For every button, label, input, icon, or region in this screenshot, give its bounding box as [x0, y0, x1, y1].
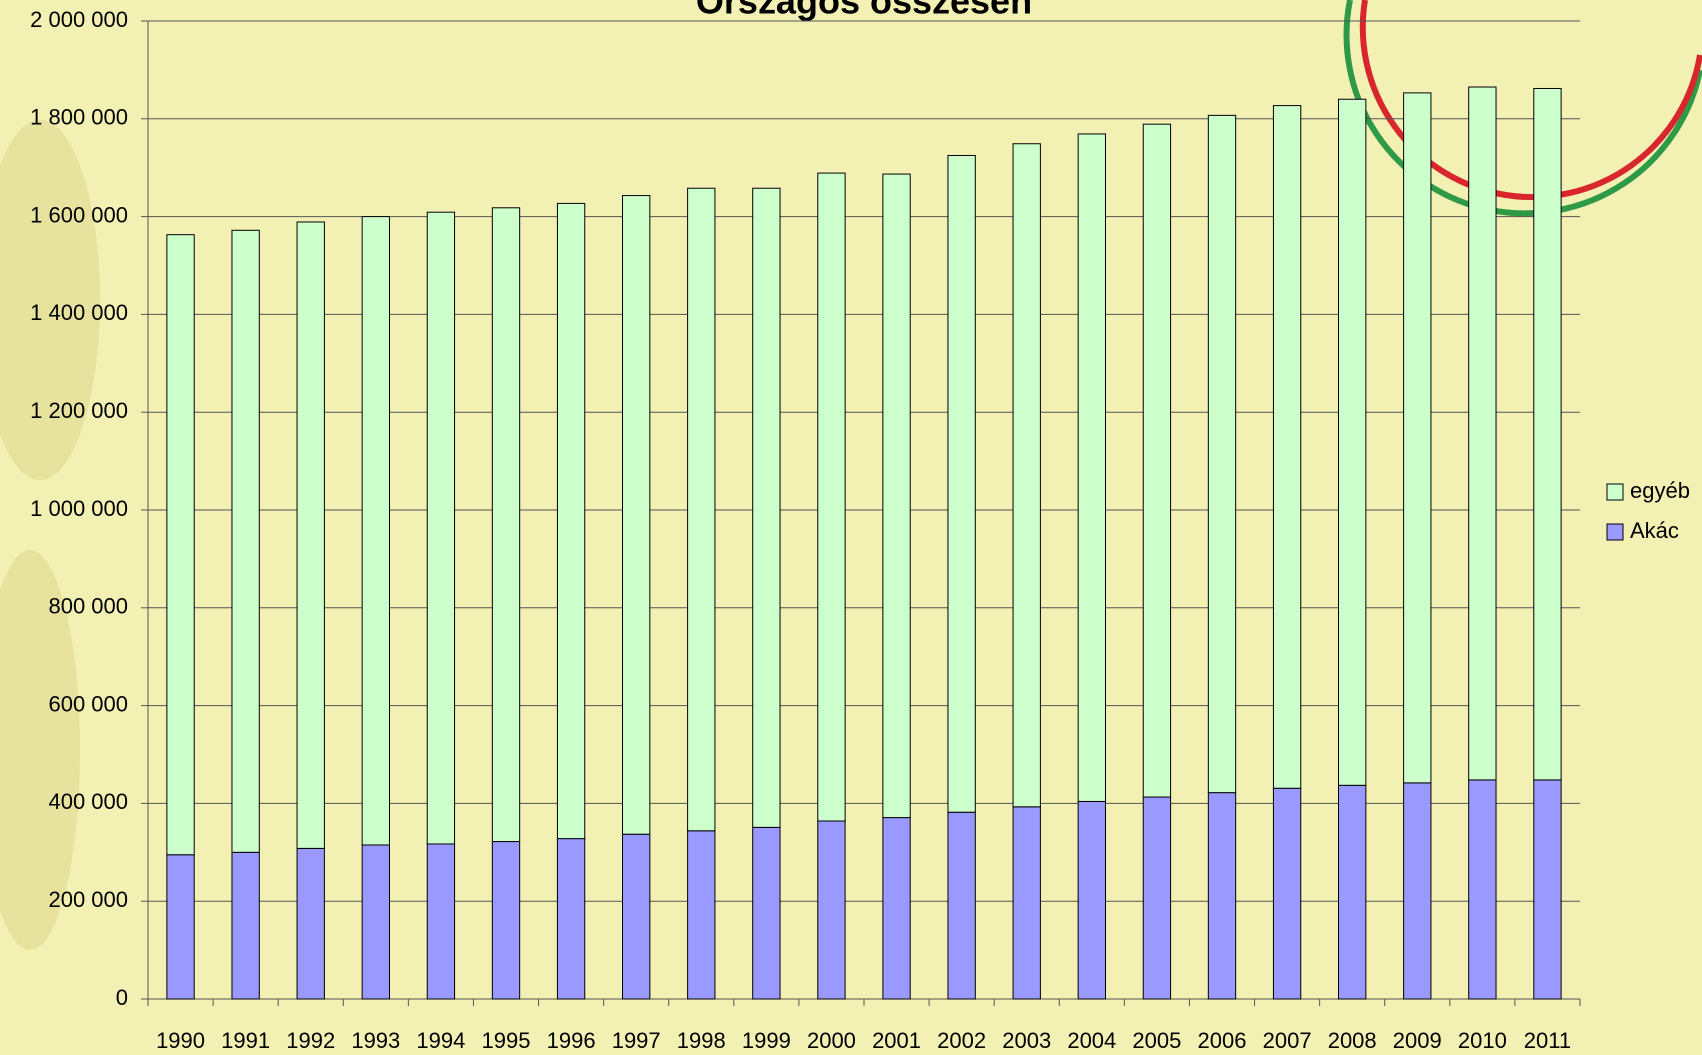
bar-segment: [1468, 86, 1497, 781]
bar-segment: [882, 817, 911, 1000]
bar-segment: [426, 843, 456, 1000]
legend-swatch: [1606, 483, 1624, 501]
y-tick-label: 800 000: [48, 594, 128, 619]
x-tick-label: 1996: [547, 1028, 596, 1053]
x-tick-label: 2009: [1393, 1028, 1442, 1053]
bar-segment: [947, 811, 976, 1000]
bar-segment: [1142, 123, 1172, 798]
bar-segment: [556, 838, 586, 1000]
bar-segment: [491, 207, 521, 843]
bar-segment: [1272, 105, 1302, 789]
bar-segment: [1403, 782, 1432, 1000]
bar-segment: [166, 234, 195, 856]
bar-segment: [296, 847, 325, 1000]
bar-segment: [1077, 133, 1106, 802]
bar-segment: [556, 202, 586, 840]
bar-segment: [1012, 806, 1041, 1000]
decoration: [0, 0, 1702, 950]
bar-segment: [296, 221, 325, 849]
bar-segment: [1207, 114, 1237, 794]
bar-segment: [231, 229, 260, 853]
x-tick-label: 2002: [937, 1028, 986, 1053]
bar-segment: [361, 216, 390, 846]
x-tick-label: 1992: [286, 1028, 335, 1053]
x-tick-label: 2007: [1263, 1028, 1312, 1053]
y-tick-label: 400 000: [48, 789, 128, 814]
y-tick-label: 2 000 000: [30, 7, 128, 32]
x-tick-label: 1999: [742, 1028, 791, 1053]
bar-segment: [231, 851, 260, 1000]
bar-segment: [1533, 779, 1562, 1000]
x-tick-label: 1991: [221, 1028, 270, 1053]
bar-segment: [1338, 98, 1367, 786]
legend-label: egyéb: [1630, 478, 1690, 503]
bar-segment: [882, 173, 911, 819]
x-tick-label: 2001: [872, 1028, 921, 1053]
x-tick-label: 1993: [351, 1028, 400, 1053]
x-tick-label: 2011: [1524, 1028, 1571, 1053]
bar-segment: [1077, 800, 1106, 1000]
bar-segment: [1012, 143, 1041, 808]
bar-segment: [1468, 779, 1497, 1000]
y-tick-label: 1 000 000: [30, 496, 128, 521]
y-tick-label: 1 400 000: [30, 300, 128, 325]
x-tick-label: 2003: [1002, 1028, 1051, 1053]
bar-segment: [817, 172, 846, 822]
y-tick-label: 0: [116, 985, 128, 1010]
x-tick-label: 1994: [416, 1028, 465, 1053]
bar-segment: [817, 820, 846, 1000]
bar-segment: [1533, 87, 1562, 781]
bar-segment: [1338, 784, 1367, 1000]
legend-label: Akác: [1630, 518, 1679, 543]
bar-segment: [1272, 787, 1302, 1000]
x-tick-label: 1995: [482, 1028, 531, 1053]
bar-segment: [491, 841, 521, 1000]
bar-segment: [1403, 92, 1432, 784]
x-tick-label: 2006: [1198, 1028, 1247, 1053]
x-tick-label: 1997: [612, 1028, 661, 1053]
bar-segment: [622, 195, 651, 835]
x-tick-label: 2004: [1067, 1028, 1116, 1053]
bar-segment: [166, 854, 195, 1000]
bar-segment: [687, 830, 716, 1000]
bar-segment: [426, 211, 456, 845]
x-tick-label: 1998: [677, 1028, 726, 1053]
x-tick-label: 2000: [807, 1028, 856, 1053]
bar-segment: [752, 826, 781, 1000]
x-tick-label: 2005: [1132, 1028, 1181, 1053]
x-tick-label: 2010: [1458, 1028, 1507, 1053]
chart-title: Országos összesen: [696, 0, 1032, 22]
y-tick-label: 1 800 000: [30, 105, 128, 130]
y-tick-label: 600 000: [48, 691, 128, 716]
bar-segment: [1142, 796, 1172, 1000]
y-tick-label: 1 600 000: [30, 202, 128, 227]
x-tick-label: 2008: [1328, 1028, 1377, 1053]
bar-segment: [687, 187, 716, 832]
x-tick-label: 1990: [156, 1028, 205, 1053]
bar-segment: [947, 154, 976, 813]
legend-swatch: [1606, 523, 1624, 541]
bar-segment: [1207, 792, 1237, 1000]
y-tick-label: 1 200 000: [30, 398, 128, 423]
y-tick-label: 200 000: [48, 887, 128, 912]
bar-segment: [752, 187, 781, 828]
bar-segment: [622, 833, 651, 1000]
bar-segment: [361, 844, 390, 1000]
